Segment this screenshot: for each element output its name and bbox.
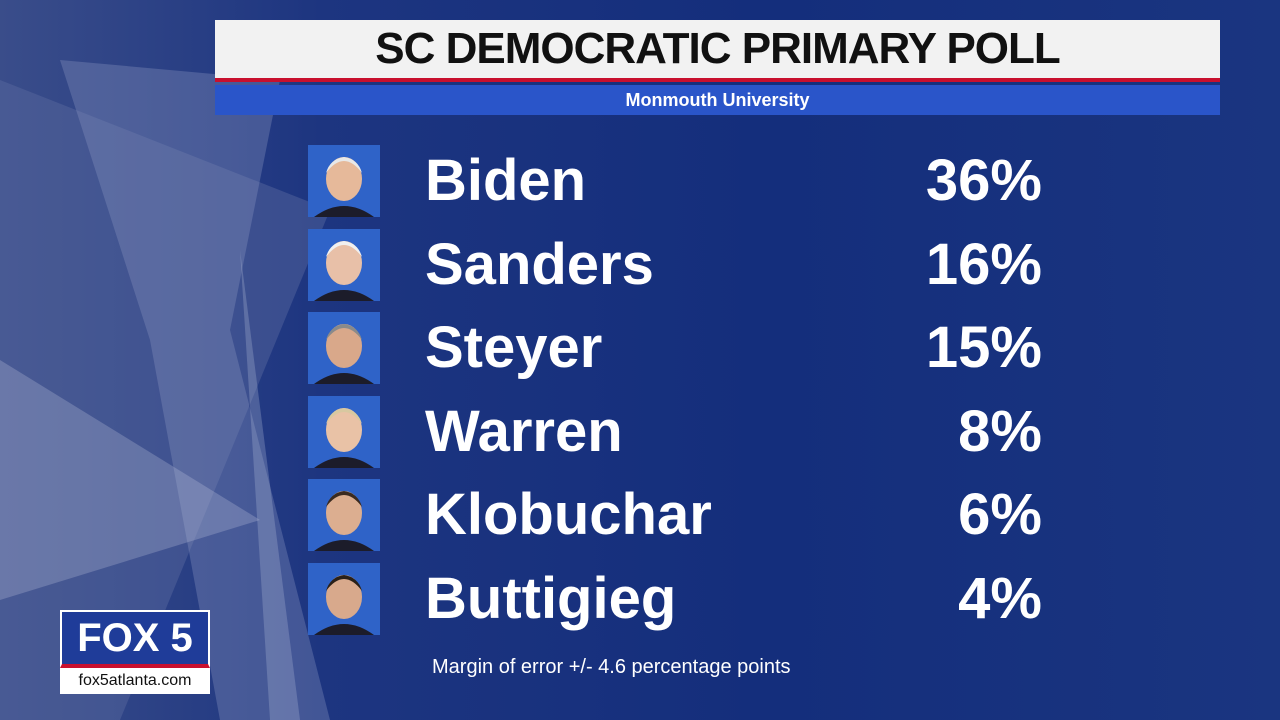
source: Monmouth University	[215, 85, 1220, 115]
candidate-percent: 16%	[925, 231, 1042, 297]
photo-image	[308, 395, 380, 468]
photo	[308, 145, 380, 217]
candidate-name: Biden	[425, 148, 587, 213]
photo-image	[308, 145, 380, 217]
photo	[308, 479, 380, 551]
photo	[308, 312, 380, 384]
row: Buttigieg 4%	[308, 562, 1048, 635]
logo-brand: FOX 5	[60, 610, 210, 668]
candidate-name: Klobuchar	[425, 482, 712, 547]
logo: FOX 5 fox5atlanta.com	[60, 610, 210, 696]
candidate-name: Warren	[425, 398, 623, 464]
candidate-name: Steyer	[425, 315, 603, 380]
photo	[308, 228, 380, 301]
candidate-percent: 15%	[925, 315, 1042, 380]
photo	[308, 395, 380, 468]
candidate-percent: 6%	[958, 482, 1042, 547]
row: Warren 8%	[308, 395, 1048, 468]
photo-image	[308, 312, 380, 384]
photo-image	[308, 479, 380, 551]
photo-image	[308, 562, 380, 635]
candidate-name: Buttigieg	[425, 565, 677, 631]
footnote: Margin of error +/- 4.6 percentage point…	[432, 656, 791, 678]
candidate-percent: 4%	[958, 565, 1042, 631]
candidate-percent: 8%	[958, 398, 1042, 464]
row: Klobuchar 6%	[308, 479, 1048, 551]
candidate-name: Sanders	[425, 231, 654, 297]
photo	[308, 562, 380, 635]
photo-image	[308, 228, 380, 301]
row: Steyer 15%	[308, 312, 1048, 384]
candidate-percent: 36%	[925, 148, 1042, 213]
logo-site: fox5atlanta.com	[60, 668, 210, 694]
title: SC DEMOCRATIC PRIMARY POLL	[215, 20, 1220, 82]
row: Biden 36%	[308, 145, 1048, 217]
row: Sanders 16%	[308, 228, 1048, 301]
